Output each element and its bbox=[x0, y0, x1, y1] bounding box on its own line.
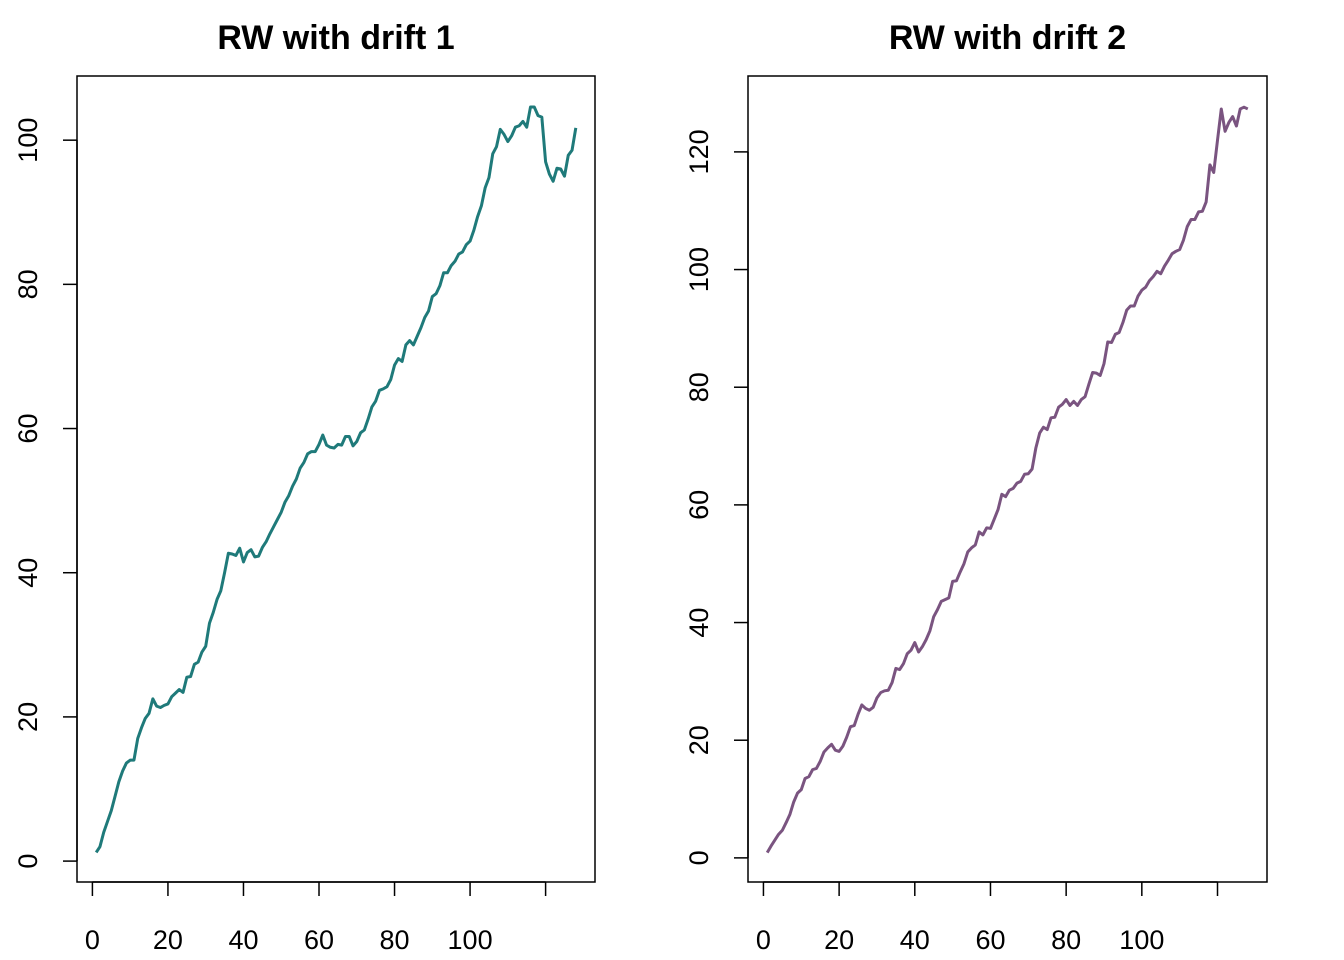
x-tick-label: 40 bbox=[228, 925, 258, 955]
y-tick-label: 100 bbox=[13, 118, 43, 163]
x-tick-label: 40 bbox=[900, 925, 930, 955]
chart-title: RW with drift 2 bbox=[889, 19, 1126, 57]
y-tick-label: 80 bbox=[13, 269, 43, 299]
data-line bbox=[765, 105, 1249, 854]
x-tick-label: 0 bbox=[756, 925, 771, 955]
y-tick-label: 20 bbox=[13, 702, 43, 732]
y-tick-label: 0 bbox=[13, 854, 43, 869]
y-tick-label: 60 bbox=[684, 490, 714, 520]
y-tick-label: 20 bbox=[684, 725, 714, 755]
x-tick-label: 60 bbox=[975, 925, 1005, 955]
y-tick-label: 40 bbox=[684, 608, 714, 638]
x-tick-label: 100 bbox=[448, 925, 493, 955]
y-tick-label: 60 bbox=[13, 414, 43, 444]
chart-title: RW with drift 1 bbox=[217, 19, 454, 57]
x-tick-label: 80 bbox=[380, 925, 410, 955]
x-tick-label: 60 bbox=[304, 925, 334, 955]
x-tick-label: 20 bbox=[824, 925, 854, 955]
y-tick-label: 120 bbox=[684, 129, 714, 174]
y-tick-label: 40 bbox=[13, 558, 43, 588]
x-tick-label: 80 bbox=[1051, 925, 1081, 955]
y-tick-label: 0 bbox=[684, 850, 714, 865]
plot-box bbox=[76, 75, 596, 883]
y-tick-label: 80 bbox=[684, 372, 714, 402]
y-tick-label: 100 bbox=[684, 247, 714, 292]
x-tick-label: 0 bbox=[85, 925, 100, 955]
x-tick-label: 100 bbox=[1119, 925, 1164, 955]
data-line bbox=[94, 105, 578, 854]
plot-box bbox=[747, 75, 1268, 883]
x-tick-label: 20 bbox=[153, 925, 183, 955]
